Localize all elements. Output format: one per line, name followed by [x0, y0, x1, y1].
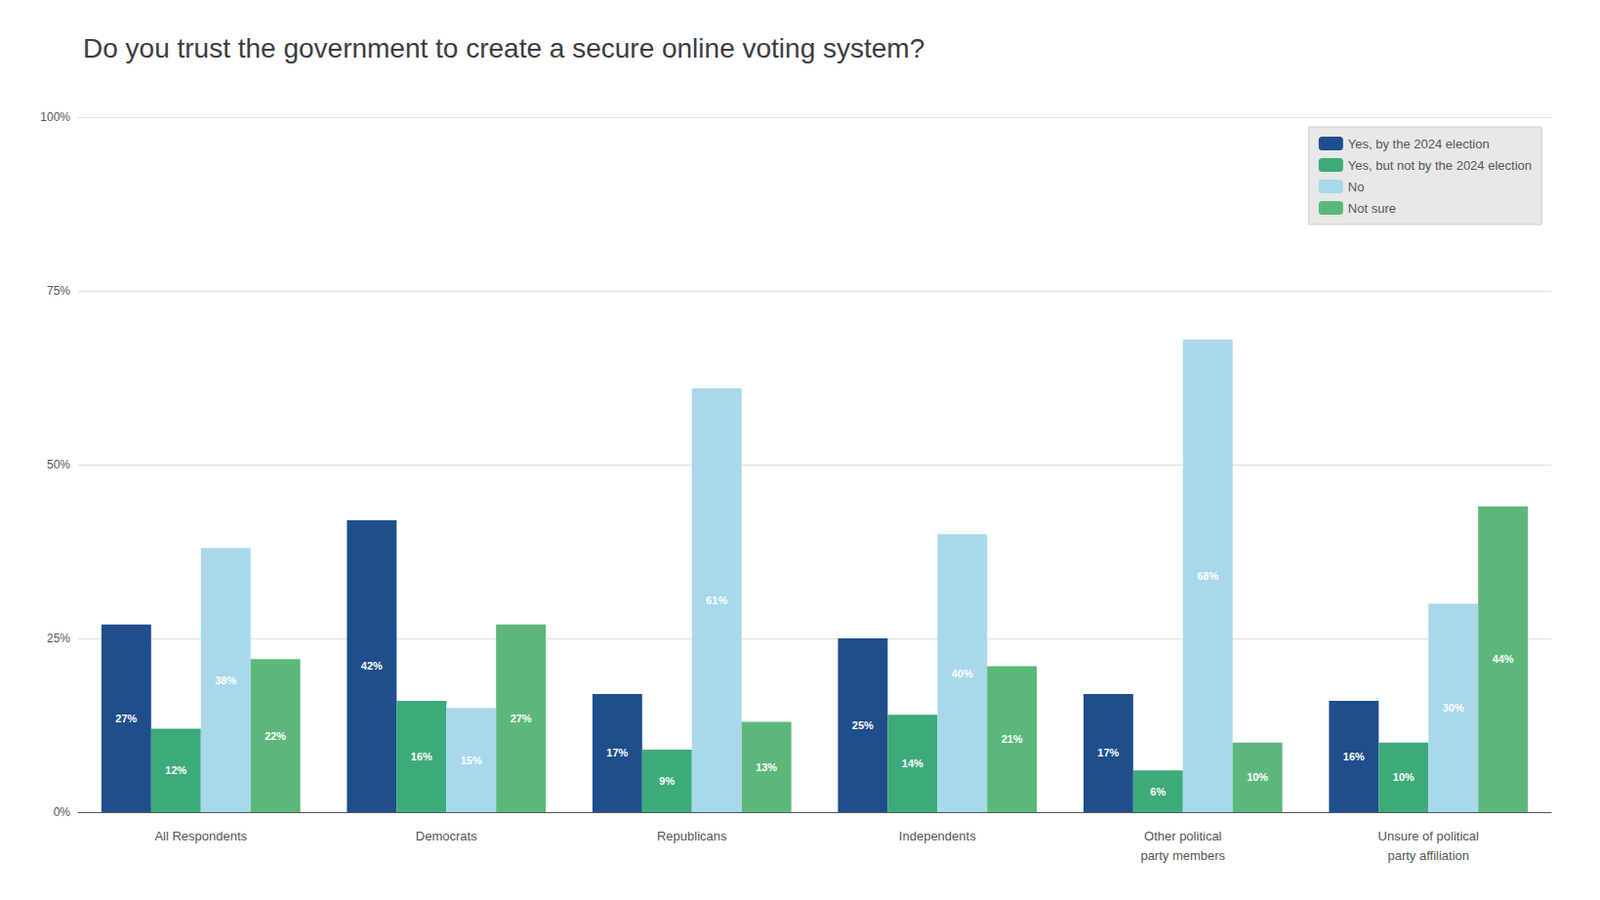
- svg-text:38%: 38%: [214, 674, 237, 687]
- svg-text:13%: 13%: [755, 761, 778, 774]
- svg-text:10%: 10%: [1246, 771, 1269, 783]
- svg-text:All Respondents: All Respondents: [154, 828, 247, 844]
- svg-text:75%: 75%: [46, 284, 71, 298]
- svg-text:Republicans: Republicans: [656, 828, 728, 844]
- svg-text:17%: 17%: [1097, 746, 1119, 759]
- svg-text:Other political: Other political: [1144, 828, 1223, 844]
- svg-text:42%: 42%: [361, 659, 383, 672]
- svg-text:25%: 25%: [852, 719, 874, 732]
- svg-text:25%: 25%: [46, 631, 71, 646]
- svg-text:17%: 17%: [606, 746, 628, 759]
- svg-text:27%: 27%: [510, 712, 533, 725]
- svg-text:Do you trust the government to: Do you trust the government to create a …: [82, 33, 925, 64]
- svg-text:40%: 40%: [951, 667, 974, 680]
- svg-text:16%: 16%: [410, 750, 433, 763]
- svg-text:27%: 27%: [115, 712, 137, 725]
- svg-text:10%: 10%: [1393, 771, 1415, 783]
- svg-text:68%: 68%: [1196, 570, 1219, 582]
- svg-text:party affiliation: party affiliation: [1387, 848, 1470, 863]
- svg-text:50%: 50%: [46, 457, 71, 472]
- svg-text:21%: 21%: [1001, 733, 1024, 745]
- svg-text:30%: 30%: [1442, 701, 1465, 714]
- svg-text:0%: 0%: [53, 805, 72, 820]
- svg-text:Unsure of political: Unsure of political: [1378, 828, 1479, 844]
- svg-text:Yes, by the 2024 election: Yes, by the 2024 election: [1348, 136, 1490, 152]
- svg-text:61%: 61%: [705, 594, 728, 607]
- svg-text:party members: party members: [1140, 848, 1226, 863]
- svg-text:15%: 15%: [460, 754, 483, 767]
- svg-text:Not sure: Not sure: [1348, 201, 1396, 216]
- svg-text:16%: 16%: [1343, 750, 1365, 763]
- svg-text:Yes, but not by the 2024 elect: Yes, but not by the 2024 election: [1348, 158, 1532, 173]
- svg-text:44%: 44%: [1492, 653, 1515, 665]
- svg-text:Democrats: Democrats: [415, 828, 478, 844]
- svg-text:22%: 22%: [264, 730, 287, 742]
- svg-text:9%: 9%: [658, 775, 675, 787]
- svg-text:100%: 100%: [40, 110, 71, 124]
- svg-text:12%: 12%: [164, 764, 187, 777]
- svg-text:No: No: [1348, 179, 1365, 195]
- svg-text:Independents: Independents: [899, 828, 977, 844]
- svg-text:6%: 6%: [1149, 785, 1166, 798]
- svg-text:14%: 14%: [902, 757, 924, 770]
